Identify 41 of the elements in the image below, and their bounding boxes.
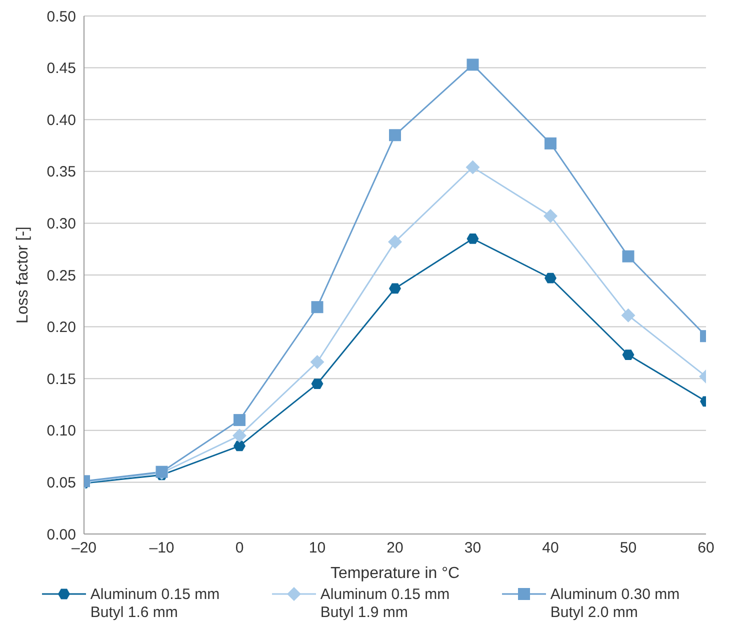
x-axis-title: Temperature in °C: [330, 565, 460, 582]
x-tick-label: 30: [464, 540, 482, 557]
x-tick-label: 60: [698, 540, 714, 557]
point: [232, 428, 246, 443]
point: [466, 160, 480, 174]
y-tick-label: 0.15: [46, 370, 76, 388]
point: [234, 440, 246, 452]
x-tick-label: 10: [308, 540, 326, 557]
y-tick-label: 0.35: [46, 164, 76, 181]
y-tick-label: 0.30: [46, 216, 76, 233]
point: [388, 234, 402, 249]
y-tick-label: 0.25: [46, 267, 76, 284]
legend-label: Aluminum 0.15 mm Butyl 1.9 mm: [320, 586, 450, 622]
point: [311, 301, 324, 314]
point: [622, 250, 634, 262]
point: [466, 58, 479, 71]
point: [622, 350, 634, 360]
point: [389, 129, 401, 142]
y-axis-title: Loss factor [-]: [14, 226, 32, 324]
legend-label: Aluminum 0.15 mm Butyl 1.6 mm: [90, 586, 220, 622]
point: [544, 137, 556, 150]
y-tick-label: 0.10: [46, 422, 76, 440]
y-tick-label: 0.45: [46, 60, 76, 78]
x-tick-label: –10: [149, 540, 174, 557]
y-tick-label: 0.05: [46, 474, 76, 492]
y-tick-label: 0.20: [46, 319, 76, 336]
point: [389, 283, 401, 294]
point: [466, 234, 479, 244]
point: [544, 272, 556, 284]
point: [544, 208, 558, 223]
point: [234, 414, 246, 426]
point: [311, 378, 324, 389]
x-tick-label: 40: [542, 540, 559, 557]
x-tick-label: 0: [235, 540, 244, 557]
x-tick-label: 20: [386, 540, 404, 557]
y-tick-label: 0.40: [46, 112, 76, 129]
point: [310, 355, 324, 370]
point: [621, 308, 636, 322]
legend-label: Aluminum 0.30 mm Butyl 2.0 mm: [550, 586, 680, 622]
y-tick-label: 0.50: [46, 8, 76, 26]
x-tick-label: 50: [620, 540, 637, 557]
